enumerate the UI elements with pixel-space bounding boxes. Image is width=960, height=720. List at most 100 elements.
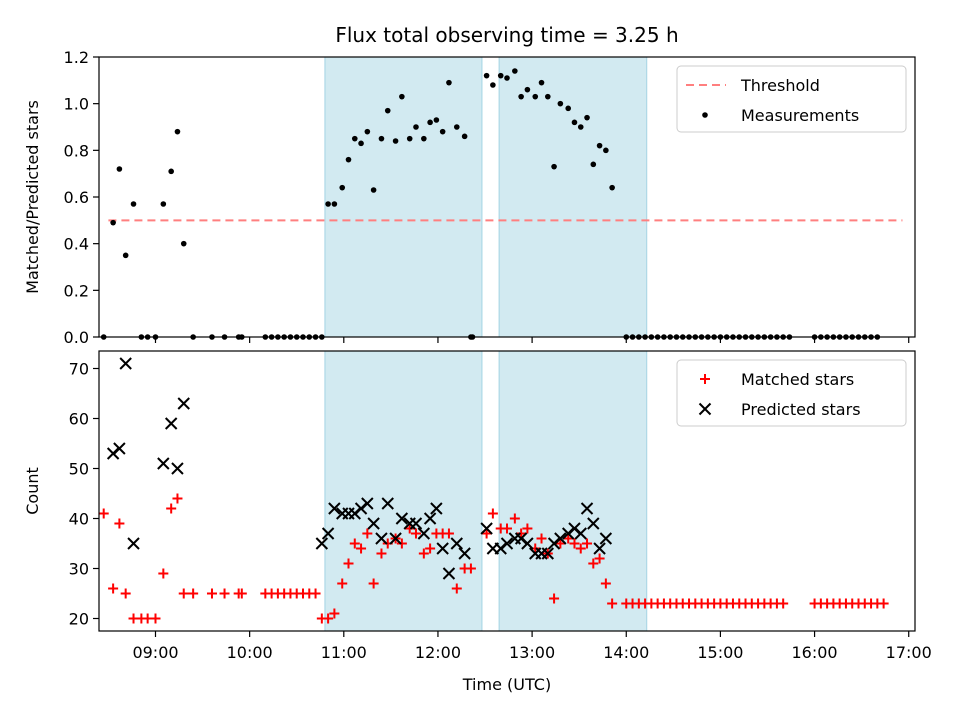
- predicted-stars-point: [458, 547, 471, 560]
- matched-stars-point: [188, 588, 199, 599]
- y-tick-label: 0.2: [64, 281, 89, 300]
- matched-stars-point: [549, 593, 560, 604]
- measurement-point: [370, 187, 377, 193]
- predicted-stars-point: [442, 567, 456, 580]
- matched-stars-point: [236, 588, 247, 599]
- predicted-stars-point: [574, 527, 587, 540]
- measurement-point: [392, 138, 399, 144]
- matched-stars-point: [310, 588, 321, 599]
- measurement-point: [384, 107, 391, 114]
- matched-stars-point: [878, 598, 889, 609]
- matched-stars-point: [120, 588, 131, 599]
- predicted-stars-point: [367, 517, 380, 530]
- matched-stars-point: [555, 538, 566, 549]
- measurement-point: [406, 135, 413, 142]
- predicted-stars-point: [113, 442, 126, 455]
- y-tick-label: 1.2: [64, 48, 89, 67]
- matched-stars-point: [98, 508, 109, 519]
- predicted-stars-point: [500, 537, 514, 550]
- top-panel: 0.0 0.2 0.4 0.6 0.8 1.0 1.2 Matched/Predicted s…: [23, 48, 916, 347]
- matched-stars-point: [594, 553, 605, 564]
- x-axis-label: Time (UTC): [462, 675, 551, 694]
- observing-interval-band: [324, 351, 482, 631]
- legend-box: [676, 65, 907, 133]
- measurement-point: [504, 75, 510, 81]
- y-tick-label: 20: [69, 610, 89, 629]
- measurement-point: [532, 93, 539, 100]
- measurement-point: [339, 184, 346, 191]
- chart-title: Flux total observing time = 3.25 h: [335, 23, 678, 47]
- legend-label: Matched stars: [741, 370, 854, 389]
- y-tick-label: 0.4: [64, 235, 89, 254]
- observing-interval-band: [499, 351, 647, 631]
- predicted-stars-point: [127, 537, 140, 550]
- matched-stars-point: [487, 508, 498, 519]
- legend-label: Threshold: [740, 76, 820, 95]
- predicted-stars-point: [480, 522, 493, 535]
- measurement-point: [565, 105, 571, 112]
- predicted-stars-point: [409, 517, 423, 530]
- measurement-point: [439, 128, 446, 135]
- predicted-stars-point: [171, 462, 184, 475]
- matched-stars-point: [569, 538, 580, 549]
- matched-stars-point: [443, 528, 454, 539]
- matched-stars-point: [536, 533, 547, 544]
- y-tick-label: 50: [69, 460, 89, 479]
- y-axis-label: Count: [23, 467, 42, 515]
- measurement-point: [596, 142, 603, 149]
- measurement-point: [351, 135, 358, 142]
- matched-stars-point: [600, 578, 611, 589]
- measurement-point: [584, 114, 590, 121]
- measurement-point: [174, 128, 181, 135]
- matched-stars-point: [166, 503, 177, 514]
- matched-stars-point: [418, 548, 429, 559]
- matched-stars-point: [178, 588, 189, 599]
- measurement-point: [180, 240, 187, 247]
- legend-matched-marker: [700, 374, 710, 384]
- predicted-stars-point: [375, 532, 388, 545]
- predicted-stars-point: [580, 502, 594, 515]
- measurement-point: [490, 82, 496, 88]
- predicted-stars-point: [157, 457, 170, 470]
- measurement-point: [345, 156, 352, 163]
- measurement-point: [358, 140, 364, 147]
- x-tick-label: 16:00: [792, 643, 838, 662]
- predicted-stars-point: [119, 357, 132, 370]
- measurement-point: [331, 201, 338, 207]
- measurement-point: [378, 135, 385, 142]
- matched-stars-point: [516, 528, 527, 539]
- measurement-point: [577, 124, 584, 130]
- y-tick-label: 70: [69, 360, 89, 379]
- measurement-point: [483, 72, 490, 79]
- predicted-stars-point: [423, 512, 437, 525]
- measurement-point: [609, 184, 615, 191]
- legend-box: [676, 359, 907, 427]
- predicted-stars-point: [599, 532, 613, 545]
- x-tick-label: 11:00: [321, 643, 367, 662]
- predicted-stars-point: [541, 547, 555, 560]
- matched-stars-point: [522, 523, 533, 534]
- y-tick-label: 40: [69, 510, 89, 529]
- y-tick-label: 30: [69, 560, 89, 579]
- bottom-panel: 20 30 40 50 60 70 09:00 10:00 11:00 12:00 13:00 14:…: [23, 350, 932, 694]
- matched-stars-point: [481, 528, 492, 539]
- measurement-point: [571, 119, 578, 126]
- legend: Matched stars Predicted stars: [676, 359, 907, 427]
- measurement-point: [538, 79, 545, 86]
- x-tick-label: 17:00: [886, 643, 932, 662]
- matched-stars-point: [575, 543, 586, 554]
- predicted-stars-point: [593, 542, 606, 555]
- legend: Threshold Measurements: [676, 65, 907, 133]
- matched-stars-point: [410, 528, 421, 539]
- measurement-point: [116, 166, 123, 172]
- x-tick-label: 14:00: [603, 643, 649, 662]
- matched-stars-point: [502, 523, 512, 534]
- matched-stars-point: [114, 518, 125, 529]
- x-tick-label: 09:00: [132, 643, 178, 662]
- matched-stars-point: [362, 528, 373, 539]
- predicted-stars-point: [450, 537, 463, 550]
- predicted-stars-point: [430, 502, 443, 515]
- y-tick-label: 0.0: [64, 328, 89, 347]
- measurement-point: [427, 119, 433, 126]
- predicted-stars-point: [381, 497, 394, 510]
